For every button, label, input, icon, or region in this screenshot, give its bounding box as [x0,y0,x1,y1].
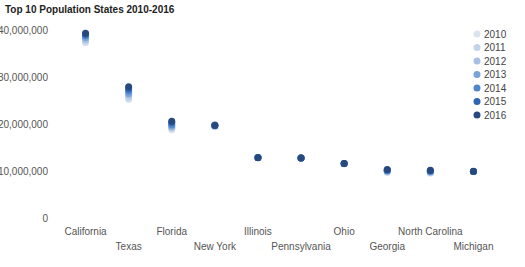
point [427,167,434,174]
point [470,168,477,175]
legend-marker [474,71,481,78]
point [254,154,261,161]
point [211,122,218,129]
legend-marker [474,58,481,65]
legend-label: 2016 [484,110,507,121]
y-tick-label: 20,000,000 [0,119,48,130]
point [211,122,218,129]
x-tick-label: Texas [116,241,142,252]
point [470,168,477,175]
point [298,154,305,161]
legend-marker [474,112,481,119]
point [427,167,434,174]
x-tick-label: Ohio [334,226,356,237]
legend: 2010 2011 2012 2013 2014 2015 2016 [474,29,507,121]
point [470,168,477,175]
x-tick-label: New York [194,241,237,252]
point [298,155,305,162]
point [254,154,261,161]
y-tick-label: 10,000,000 [0,166,48,177]
point [254,154,261,161]
legend-marker [474,85,481,92]
point [470,168,477,175]
legend-marker [474,44,481,51]
point [254,154,261,161]
point [168,118,175,125]
legend-marker [474,98,481,105]
point [384,167,391,174]
legend-label: 2015 [484,96,507,107]
point [384,166,391,173]
point [211,122,218,129]
legend-label: 2013 [484,69,507,80]
x-tick-label: Michigan [453,241,493,252]
x-tick-label: Florida [156,226,187,237]
point [298,155,305,162]
legend-label: 2012 [484,56,507,67]
point [341,160,348,167]
legend-label: 2014 [484,83,507,94]
y-tick-label: 30,000,000 [0,72,48,83]
point [298,154,305,161]
title: Top 10 Population States 2010-2016 [5,4,175,15]
x-tick-label: Illinois [244,226,272,237]
point [211,122,218,129]
legend-marker [474,31,481,38]
point [341,160,348,167]
point [427,168,434,175]
point [82,31,89,38]
legend-label: 2010 [484,29,507,40]
x-tick-label: California [64,226,107,237]
point [254,154,261,161]
point [470,168,477,175]
point [254,154,261,161]
legend-label: 2011 [484,42,506,53]
point [298,154,305,161]
point [211,123,218,130]
point [341,160,348,167]
point [82,30,89,37]
y-tick-label: 40,000,000 [0,25,48,36]
point [341,160,348,167]
point [298,154,305,161]
point [298,154,305,161]
y-tick-label: 0 [42,213,48,224]
point [254,154,261,161]
point [341,160,348,167]
marks [82,30,477,177]
point [470,168,477,175]
point [125,83,132,90]
x-tick-label: Pennsylvania [271,241,331,252]
point [384,167,391,174]
point [341,160,348,167]
x-tick-label: Georgia [369,241,405,252]
chart: Top 10 Population States 2010-2016 0 10,00… [0,0,525,267]
point [341,160,348,167]
point [470,168,477,175]
x-tick-label: North Carolina [398,226,463,237]
point [211,121,218,128]
